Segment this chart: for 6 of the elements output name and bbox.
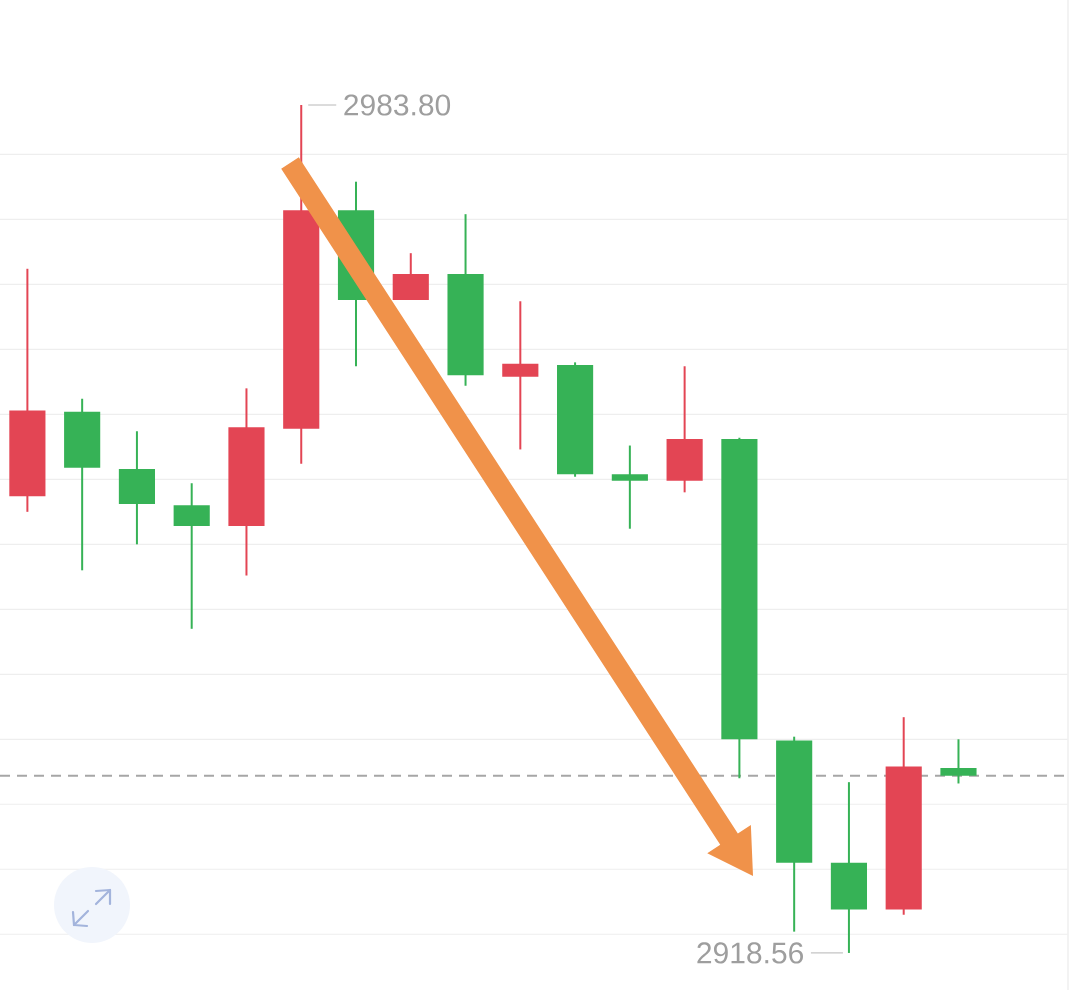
candlestick (940, 738, 977, 785)
annotation: 2983.80 (344, 94, 451, 116)
candlestick (502, 300, 539, 451)
candlestick (611, 444, 648, 530)
annotation: 2918.56 (697, 942, 803, 964)
candlestick (173, 482, 210, 630)
